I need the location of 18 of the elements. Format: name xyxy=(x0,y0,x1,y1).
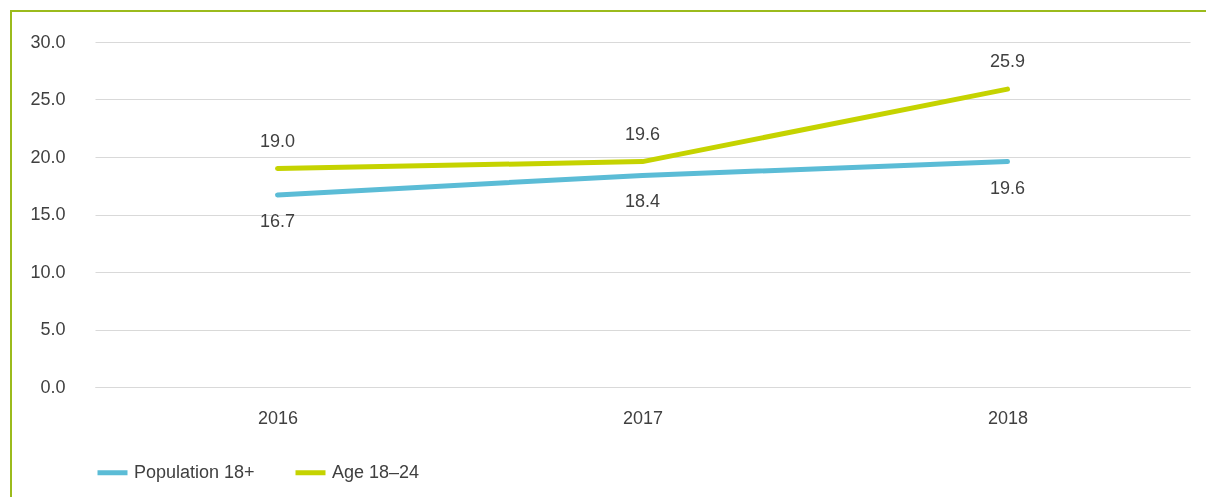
x-tick-label: 2016 xyxy=(257,407,299,428)
y-tick-label: 25.0 xyxy=(30,89,66,109)
y-tick-label: 30.0 xyxy=(30,31,66,52)
data-label: 16.7 xyxy=(259,210,296,231)
y-tick-label: 5.0 xyxy=(40,319,66,339)
legend-label: Population 18+ xyxy=(134,461,255,482)
data-label: 19.0 xyxy=(259,130,296,151)
x-tick-label: 2018 xyxy=(987,407,1029,428)
legend-label: Age 18–24 xyxy=(332,461,420,482)
y-tick-label: 0.0 xyxy=(40,376,66,397)
data-label: 19.6 xyxy=(624,123,661,144)
data-label: 25.9 xyxy=(989,51,1026,72)
y-tick-label: 10.0 xyxy=(30,261,66,282)
data-label: 18.4 xyxy=(624,191,661,212)
data-label: 19.6 xyxy=(989,177,1026,198)
x-tick-label: 2017 xyxy=(622,407,664,428)
y-tick-label: 15.0 xyxy=(30,204,66,224)
y-tick-label: 20.0 xyxy=(30,146,66,167)
